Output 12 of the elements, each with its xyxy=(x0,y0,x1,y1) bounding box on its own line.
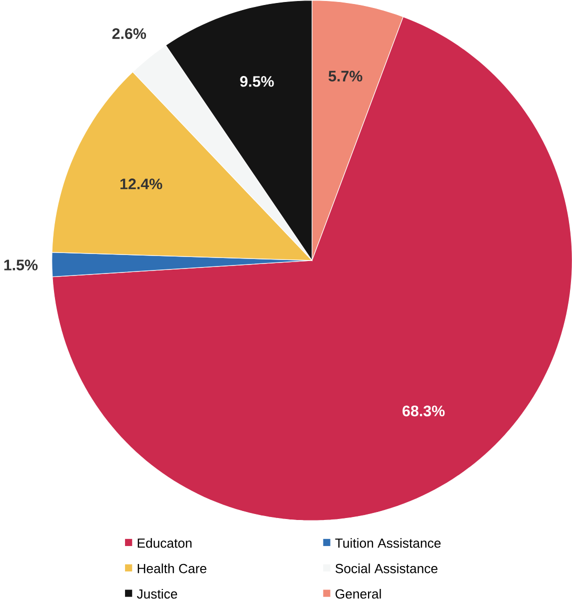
data-label: 68.3% xyxy=(402,406,444,416)
legend-label: Educaton xyxy=(138,538,192,548)
legend-label: Tuition Assistance xyxy=(334,538,440,548)
legend-label: Social Assistance xyxy=(335,564,438,574)
legend-label: Health Care xyxy=(138,564,206,574)
data-label: 1.5% xyxy=(4,260,38,270)
legend-label: Justice xyxy=(136,588,177,599)
legend-label: General xyxy=(335,588,381,599)
data-label: 9.5% xyxy=(240,76,274,87)
data-label: 12.4% xyxy=(120,178,162,190)
data-label: 2.6% xyxy=(112,28,146,40)
data-label: 5.7% xyxy=(328,70,362,82)
